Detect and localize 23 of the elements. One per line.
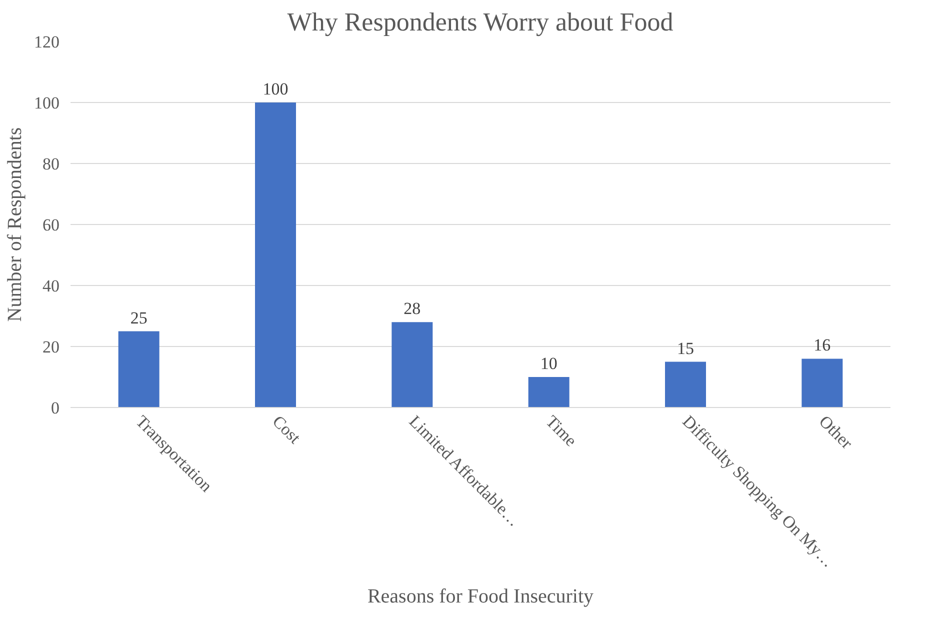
bar [528,377,570,408]
bar [665,362,706,408]
data-label: 100 [262,80,288,98]
bar [255,102,296,408]
y-tick-label: 100 [34,94,60,112]
y-tick-label: 20 [42,338,60,356]
x-axis-title: Reasons for Food Insecurity [367,586,594,608]
y-tick-label: 60 [42,216,60,234]
bar [392,322,433,408]
chart-title: Why Respondents Worry about Food [287,8,674,36]
data-label: 25 [130,308,148,328]
y-tick-label: 80 [42,154,60,174]
y-axis-title: Number of Respondents [4,127,26,322]
y-tick-label: 40 [42,276,60,296]
data-label: 15 [677,338,694,358]
data-label: 16 [814,336,831,355]
y-tick-label: 0 [51,398,60,418]
bar [118,331,160,408]
x-tick-label: Cost [268,412,304,448]
bar [802,358,843,408]
data-label: 10 [540,354,558,373]
y-tick-label: 120 [34,32,60,52]
data-label: 28 [404,299,421,318]
